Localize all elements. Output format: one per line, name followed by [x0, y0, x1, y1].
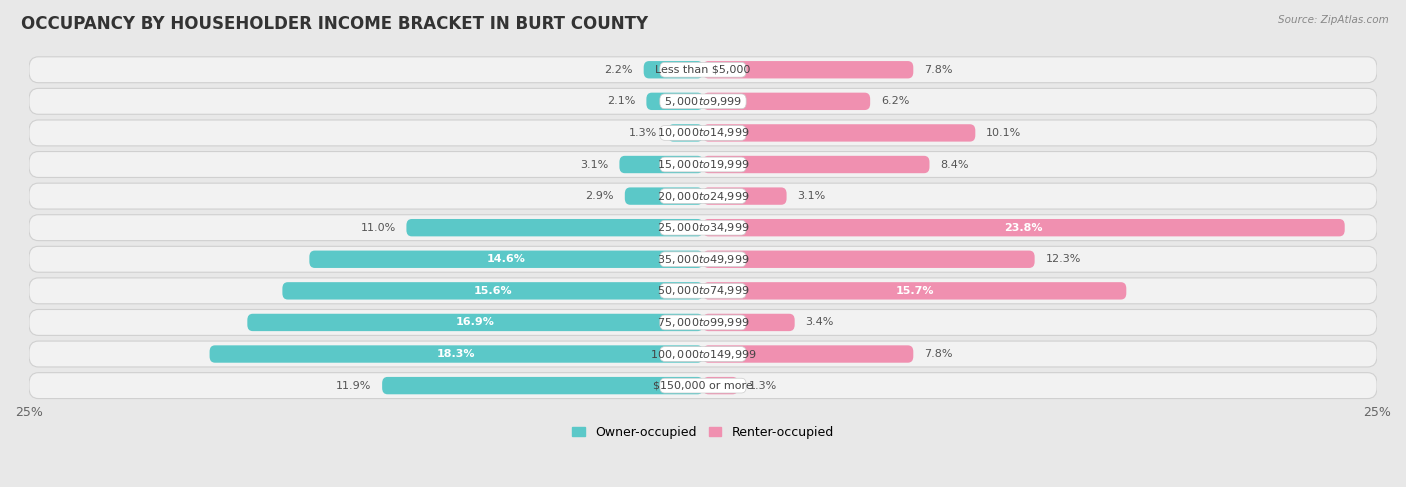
FancyBboxPatch shape	[659, 188, 747, 204]
FancyBboxPatch shape	[647, 93, 703, 110]
FancyBboxPatch shape	[703, 156, 929, 173]
Text: 2.9%: 2.9%	[585, 191, 614, 201]
Text: $25,000 to $34,999: $25,000 to $34,999	[657, 221, 749, 234]
FancyBboxPatch shape	[703, 345, 914, 363]
Text: $10,000 to $14,999: $10,000 to $14,999	[657, 127, 749, 139]
Text: 6.2%: 6.2%	[882, 96, 910, 106]
Text: 14.6%: 14.6%	[486, 254, 526, 264]
FancyBboxPatch shape	[659, 126, 747, 140]
FancyBboxPatch shape	[382, 377, 703, 394]
Text: 11.9%: 11.9%	[336, 381, 371, 391]
Text: $15,000 to $19,999: $15,000 to $19,999	[657, 158, 749, 171]
FancyBboxPatch shape	[703, 61, 914, 78]
FancyBboxPatch shape	[659, 283, 747, 298]
Text: 1.3%: 1.3%	[628, 128, 657, 138]
FancyBboxPatch shape	[283, 282, 703, 300]
Text: $50,000 to $74,999: $50,000 to $74,999	[657, 284, 749, 298]
FancyBboxPatch shape	[659, 378, 747, 393]
Text: 23.8%: 23.8%	[1005, 223, 1043, 233]
FancyBboxPatch shape	[703, 377, 738, 394]
FancyBboxPatch shape	[30, 151, 1376, 177]
Text: $20,000 to $24,999: $20,000 to $24,999	[657, 189, 749, 203]
FancyBboxPatch shape	[247, 314, 703, 331]
FancyBboxPatch shape	[659, 315, 747, 330]
FancyBboxPatch shape	[659, 252, 747, 267]
Text: 16.9%: 16.9%	[456, 318, 495, 327]
FancyBboxPatch shape	[703, 219, 1344, 236]
Text: 3.1%: 3.1%	[797, 191, 825, 201]
Text: 2.1%: 2.1%	[607, 96, 636, 106]
Text: 15.6%: 15.6%	[474, 286, 512, 296]
FancyBboxPatch shape	[659, 94, 747, 109]
FancyBboxPatch shape	[659, 220, 747, 235]
Text: 18.3%: 18.3%	[437, 349, 475, 359]
FancyBboxPatch shape	[30, 246, 1376, 272]
FancyBboxPatch shape	[30, 341, 1376, 367]
Text: OCCUPANCY BY HOUSEHOLDER INCOME BRACKET IN BURT COUNTY: OCCUPANCY BY HOUSEHOLDER INCOME BRACKET …	[21, 15, 648, 33]
FancyBboxPatch shape	[659, 62, 747, 77]
Text: Source: ZipAtlas.com: Source: ZipAtlas.com	[1278, 15, 1389, 25]
Text: $75,000 to $99,999: $75,000 to $99,999	[657, 316, 749, 329]
Text: 3.4%: 3.4%	[806, 318, 834, 327]
Text: 1.3%: 1.3%	[749, 381, 778, 391]
FancyBboxPatch shape	[703, 282, 1126, 300]
Text: 2.2%: 2.2%	[605, 65, 633, 75]
FancyBboxPatch shape	[30, 183, 1376, 209]
Text: 11.0%: 11.0%	[360, 223, 395, 233]
FancyBboxPatch shape	[703, 314, 794, 331]
FancyBboxPatch shape	[406, 219, 703, 236]
Text: 15.7%: 15.7%	[896, 286, 934, 296]
Text: 12.3%: 12.3%	[1046, 254, 1081, 264]
Text: 7.8%: 7.8%	[924, 65, 953, 75]
Text: 8.4%: 8.4%	[941, 160, 969, 169]
Text: 7.8%: 7.8%	[924, 349, 953, 359]
Text: 3.1%: 3.1%	[581, 160, 609, 169]
Text: $100,000 to $149,999: $100,000 to $149,999	[650, 348, 756, 360]
FancyBboxPatch shape	[30, 88, 1376, 114]
FancyBboxPatch shape	[659, 347, 747, 361]
FancyBboxPatch shape	[668, 124, 703, 142]
FancyBboxPatch shape	[703, 187, 786, 205]
Text: 10.1%: 10.1%	[986, 128, 1021, 138]
FancyBboxPatch shape	[30, 57, 1376, 83]
FancyBboxPatch shape	[30, 215, 1376, 241]
Text: $150,000 or more: $150,000 or more	[654, 381, 752, 391]
Legend: Owner-occupied, Renter-occupied: Owner-occupied, Renter-occupied	[568, 421, 838, 444]
Text: $5,000 to $9,999: $5,000 to $9,999	[664, 95, 742, 108]
FancyBboxPatch shape	[659, 157, 747, 172]
FancyBboxPatch shape	[624, 187, 703, 205]
FancyBboxPatch shape	[703, 93, 870, 110]
FancyBboxPatch shape	[30, 278, 1376, 304]
Text: $35,000 to $49,999: $35,000 to $49,999	[657, 253, 749, 266]
FancyBboxPatch shape	[30, 373, 1376, 398]
FancyBboxPatch shape	[30, 309, 1376, 336]
FancyBboxPatch shape	[30, 120, 1376, 146]
FancyBboxPatch shape	[620, 156, 703, 173]
FancyBboxPatch shape	[644, 61, 703, 78]
FancyBboxPatch shape	[703, 124, 976, 142]
FancyBboxPatch shape	[309, 251, 703, 268]
FancyBboxPatch shape	[703, 251, 1035, 268]
Text: Less than $5,000: Less than $5,000	[655, 65, 751, 75]
FancyBboxPatch shape	[209, 345, 703, 363]
